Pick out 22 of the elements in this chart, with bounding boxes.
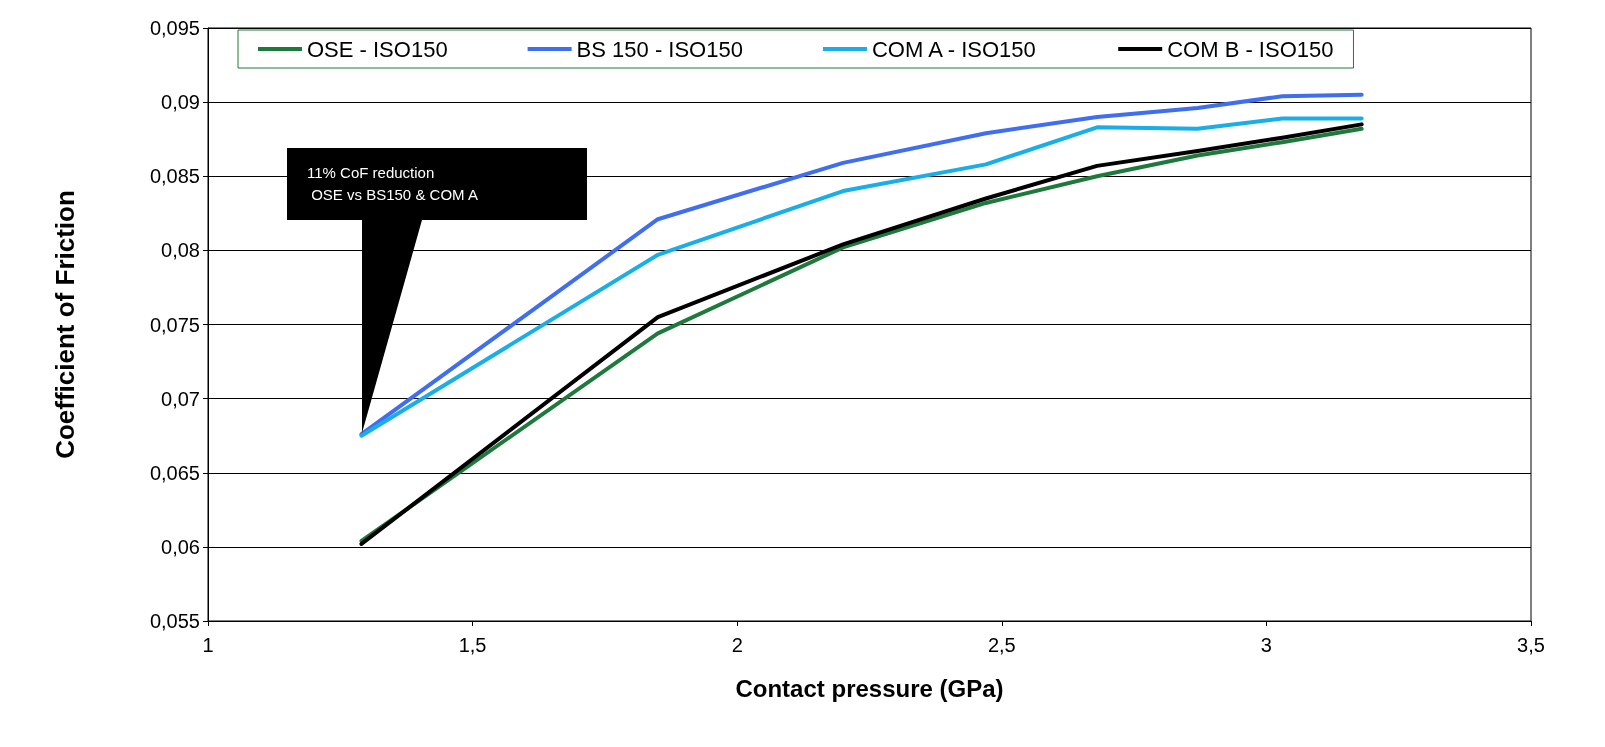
y-tick-label: 0,075 [149,313,200,336]
y-tick-label: 0,065 [149,461,200,484]
y-axis-title: Coefficient of Friction [50,190,80,459]
legend-label: OSE - ISO150 [307,36,448,62]
x-tick-label: 2,5 [987,634,1016,656]
x-tick-label: 1,5 [458,634,487,656]
y-tick-label: 0,08 [161,239,200,262]
legend-label: COM B - ISO150 [1167,36,1334,62]
annotation: 11% CoF reduction OSE vs BS150 & COM A [307,163,478,205]
x-tick-label: 1 [202,634,214,656]
y-tick-label: 0,055 [149,610,200,632]
x-tick-label: 3 [1260,634,1272,656]
x-axis-title: Contact pressure (GPa) [735,674,1004,702]
x-tick-label: 2 [731,634,743,656]
y-tick-label: 0,09 [161,91,200,114]
y-tick-label: 0,095 [149,17,200,39]
y-tick-label: 0,06 [161,535,200,558]
y-tick-label: 0,07 [161,387,200,410]
y-tick-label: 0,085 [149,165,200,188]
x-tick-label: 3,5 [1517,634,1545,656]
legend-label: BS 150 - ISO150 [576,36,743,62]
legend-label: COM A - ISO150 [871,36,1036,62]
